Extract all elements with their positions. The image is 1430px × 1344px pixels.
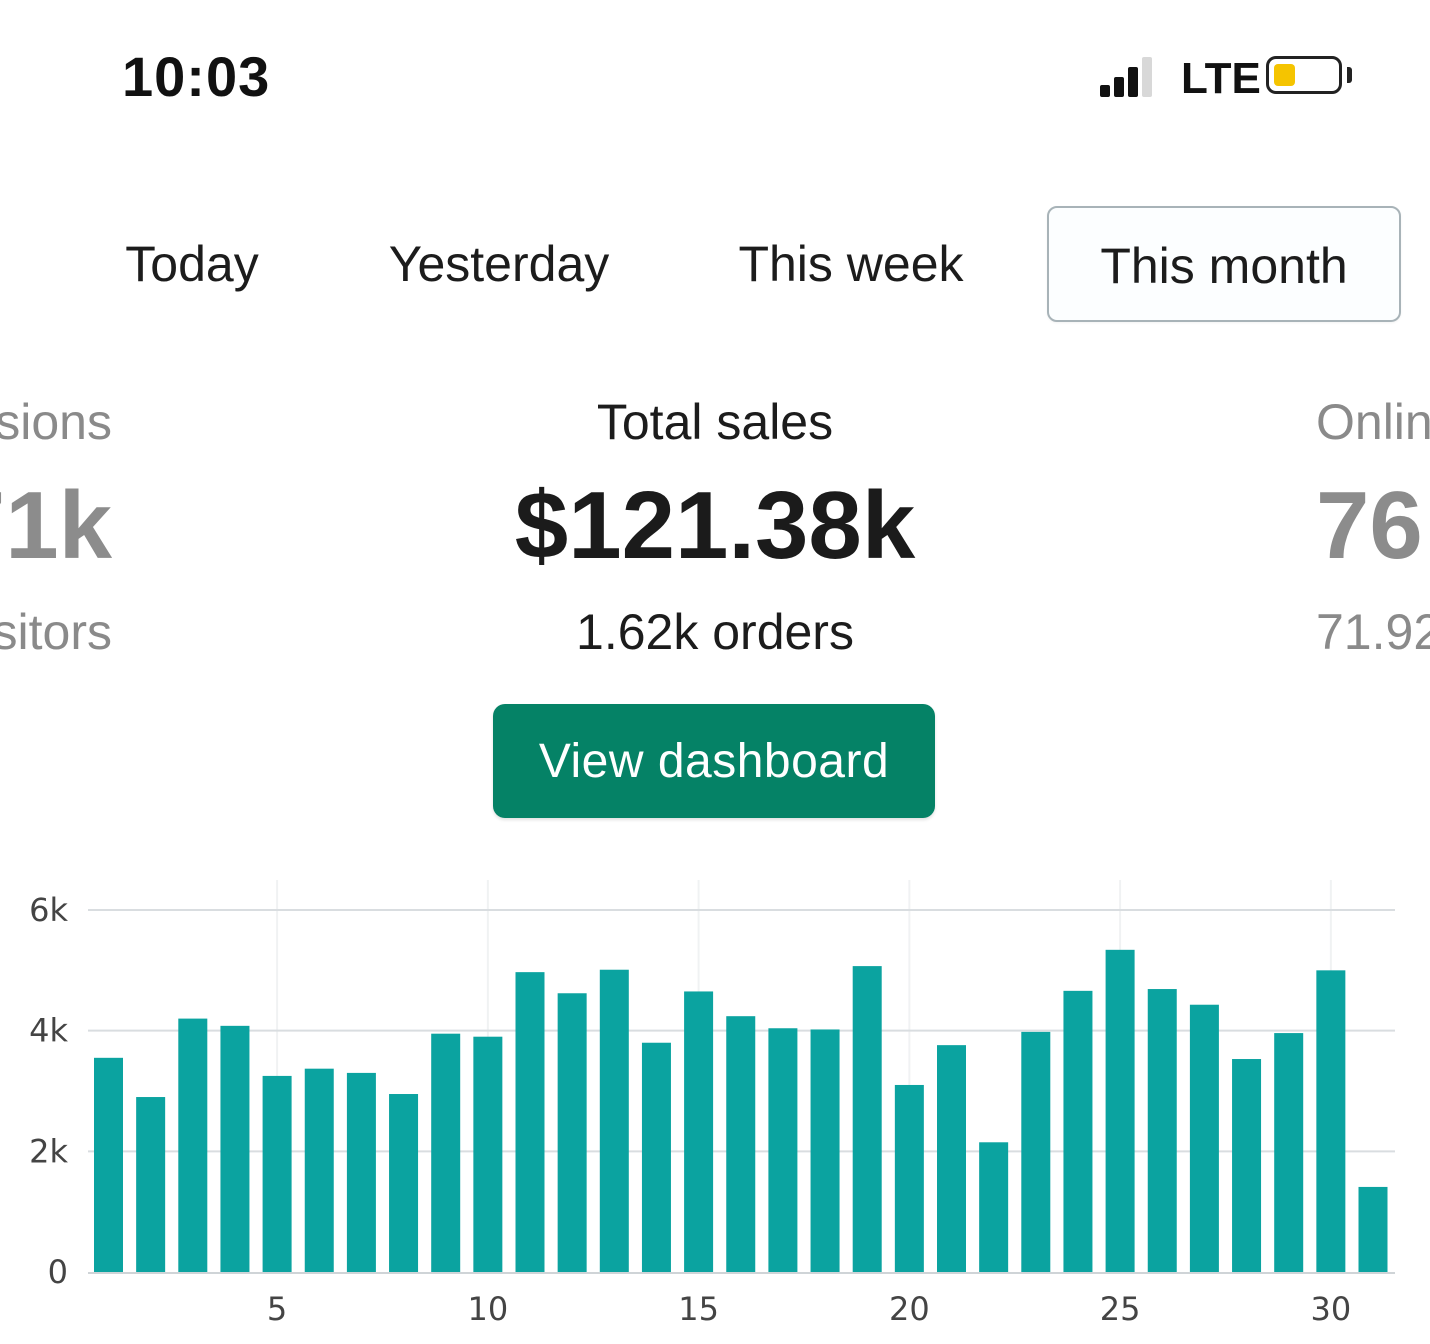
metric-card-online-store[interactable]: Onlin 76 71.92 bbox=[1316, 390, 1430, 664]
x-tick-label: 10 bbox=[467, 1290, 508, 1328]
x-tick-label: 15 bbox=[678, 1290, 719, 1328]
chart-canvas: 0 2k 4k 6k 5 10 15 20 25 30 bbox=[29, 880, 1395, 1328]
tab-today[interactable]: Today bbox=[125, 236, 259, 292]
metric-card-sessions[interactable]: sions 71k sitors bbox=[0, 390, 112, 664]
signal-bar bbox=[1100, 85, 1110, 97]
status-bar: 10:03 LTE bbox=[0, 0, 1430, 150]
signal-bar bbox=[1142, 57, 1152, 97]
x-tick-label: 20 bbox=[889, 1290, 930, 1328]
chart-bar bbox=[1147, 989, 1177, 1272]
chart-bar bbox=[641, 1042, 671, 1272]
chart-bar bbox=[515, 972, 545, 1272]
chart-bar bbox=[599, 969, 629, 1272]
y-tick-label: 4k bbox=[29, 1012, 68, 1050]
metric-title: sions bbox=[0, 394, 112, 450]
metric-value: 76 bbox=[1316, 472, 1423, 579]
chart-bar bbox=[1232, 1059, 1262, 1272]
chart-bar bbox=[810, 1029, 840, 1272]
sales-bar-chart: 0 2k 4k 6k 5 10 15 20 25 30 bbox=[0, 870, 1430, 1344]
chart-bar bbox=[726, 1016, 756, 1272]
metric-subtitle: 71.92 bbox=[1316, 604, 1430, 660]
chart-bar bbox=[304, 1068, 334, 1272]
chart-bar bbox=[894, 1084, 924, 1272]
chart-bar bbox=[557, 993, 587, 1272]
signal-bar bbox=[1114, 77, 1124, 97]
battery-cap bbox=[1347, 67, 1352, 83]
network-type: LTE bbox=[1181, 54, 1261, 103]
chart-bar bbox=[1189, 1004, 1219, 1272]
chart-bar bbox=[262, 1075, 292, 1272]
signal-bar bbox=[1128, 67, 1138, 97]
chart-bar bbox=[768, 1028, 798, 1272]
chart-bar bbox=[979, 1142, 1009, 1272]
period-tabs: Today Yesterday This week This month bbox=[0, 206, 1430, 322]
chart-bar bbox=[346, 1072, 376, 1272]
battery-fill bbox=[1274, 64, 1295, 86]
chart-bar bbox=[1021, 1031, 1051, 1272]
metric-value: $121.38k bbox=[514, 472, 916, 579]
view-dashboard-button[interactable]: View dashboard bbox=[493, 704, 935, 818]
status-time: 10:03 bbox=[122, 45, 271, 108]
chart-bar bbox=[473, 1036, 503, 1272]
chart-bar bbox=[136, 1097, 166, 1272]
chart-bar bbox=[1274, 1033, 1304, 1272]
chart-bar bbox=[389, 1094, 419, 1272]
x-tick-label: 25 bbox=[1100, 1290, 1141, 1328]
y-tick-label: 6k bbox=[29, 891, 68, 929]
metric-value: 71k bbox=[0, 472, 112, 579]
signal-strength-icon bbox=[1100, 57, 1164, 97]
y-tick-label: 0 bbox=[48, 1253, 68, 1291]
metric-title: Total sales bbox=[596, 394, 834, 450]
chart-bar bbox=[220, 1025, 250, 1272]
chart-bar bbox=[852, 966, 882, 1272]
chart-bar bbox=[1358, 1186, 1388, 1272]
chart-bar bbox=[94, 1057, 123, 1272]
chart-bar bbox=[1063, 990, 1093, 1272]
metric-subtitle: sitors bbox=[0, 604, 112, 660]
tab-this-month[interactable]: This month bbox=[1047, 206, 1401, 322]
x-tick-label: 30 bbox=[1310, 1290, 1351, 1328]
chart-bar bbox=[937, 1045, 966, 1272]
battery-icon bbox=[1266, 56, 1342, 94]
chart-bar bbox=[684, 991, 714, 1272]
tab-yesterday[interactable]: Yesterday bbox=[388, 236, 610, 292]
chart-bar bbox=[1105, 949, 1135, 1272]
chart-bar bbox=[178, 1018, 208, 1272]
metric-title: Onlin bbox=[1316, 394, 1430, 450]
metric-card-total-sales[interactable]: Total sales $121.38k 1.62k orders bbox=[415, 390, 1015, 664]
chart-bar bbox=[1316, 970, 1346, 1272]
metric-subtitle: 1.62k orders bbox=[576, 604, 854, 660]
chart-bar bbox=[431, 1033, 461, 1272]
y-tick-label: 2k bbox=[29, 1132, 68, 1170]
tab-this-week[interactable]: This week bbox=[738, 236, 964, 292]
x-tick-label: 5 bbox=[267, 1290, 287, 1328]
